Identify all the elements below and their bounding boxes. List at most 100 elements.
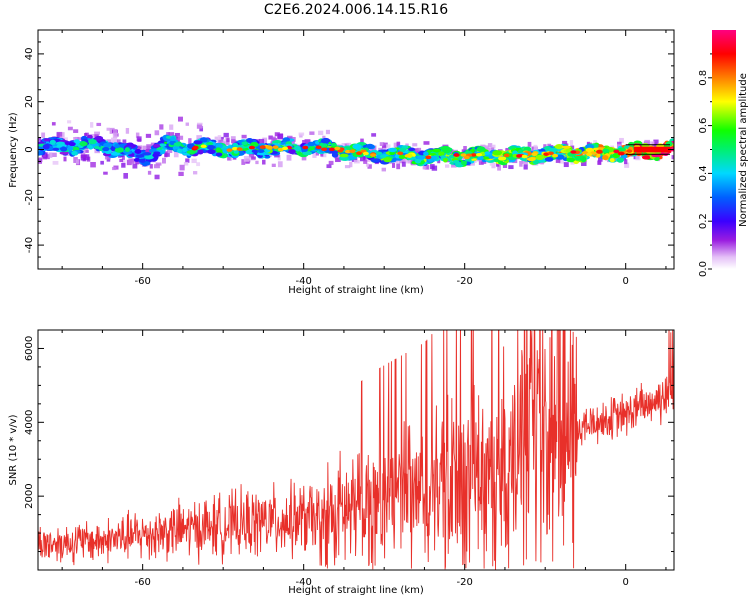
heatmap-cell	[484, 151, 491, 155]
heatmap-cell	[398, 154, 406, 160]
heatmap-cell	[561, 145, 571, 149]
chart-title: C2E6.2024.006.14.15.R16	[264, 2, 448, 18]
heatmap-cell	[191, 158, 197, 164]
heatmap-hotspot	[282, 146, 289, 151]
heatmap-cell	[320, 152, 324, 157]
heatmap-cell	[90, 133, 96, 140]
heatmap-cell	[461, 160, 468, 166]
heatmap-cell	[49, 139, 56, 145]
heatmap-cell	[142, 152, 152, 156]
heatmap-cell	[71, 150, 78, 156]
heatmap-cell	[508, 165, 514, 170]
heatmap-cell	[307, 141, 316, 147]
heatmap-cell	[271, 163, 276, 167]
heatmap-cell	[302, 140, 307, 145]
heatmap-cell	[565, 148, 572, 153]
heatmap-hotspot	[570, 150, 577, 154]
heatmap-cell	[487, 143, 493, 148]
heatmap-cell	[497, 164, 501, 171]
snr-ylabel: SNR (10 * v/v)	[8, 414, 19, 485]
heatmap-cell	[248, 154, 255, 159]
heatmap-cell	[321, 153, 327, 158]
heatmap-hotspot	[475, 152, 482, 157]
heatmap-cell	[106, 139, 112, 143]
heatmap-cell	[73, 157, 78, 163]
heatmap-cell	[94, 131, 100, 135]
heatmap-cell	[162, 157, 166, 164]
heatmap-cell	[312, 152, 317, 158]
heatmap-cell	[609, 157, 615, 163]
heatmap-cell	[103, 171, 108, 175]
heatmap-cell	[226, 139, 230, 146]
y-tick-label: 0	[24, 146, 35, 152]
colorbar-tick-label: 0.0	[698, 261, 709, 277]
heatmap-hotspot	[425, 155, 432, 160]
y-tick-label: 6000	[24, 336, 35, 361]
heatmap-cell	[485, 145, 489, 150]
heatmap-cell	[445, 164, 450, 168]
heatmap-cell	[103, 142, 113, 148]
heatmap-hotspot	[460, 153, 467, 157]
heatmap-cell	[186, 150, 196, 155]
heatmap-cell	[258, 138, 265, 144]
heatmap-hotspot	[543, 152, 550, 156]
heatmap-cell	[417, 155, 426, 160]
heatmap-cell	[84, 132, 89, 136]
heatmap-hotspot	[248, 145, 255, 150]
y-tick-label: 40	[24, 48, 35, 61]
heatmap-cell	[602, 148, 610, 153]
heatmap-cell	[123, 172, 129, 179]
heatmap-cell	[173, 151, 179, 158]
heatmap-cell	[619, 137, 624, 144]
heatmap-cell	[55, 141, 66, 145]
colorbar-tick-label: 0.8	[698, 70, 709, 86]
heatmap-cell	[519, 160, 523, 167]
heatmap-cell	[450, 164, 457, 168]
y-tick-label: 4000	[24, 410, 35, 435]
heatmap-cell	[346, 142, 352, 147]
colorbar-label: Normalized spectral amplitude	[738, 73, 749, 227]
heatmap-cell	[282, 137, 291, 143]
heatmap-cell	[602, 155, 609, 161]
heatmap-cell	[42, 144, 50, 150]
heatmap-cell	[371, 133, 377, 137]
heatmap-cell	[245, 138, 254, 143]
heatmap-cell	[298, 132, 305, 136]
heatmap-cell	[304, 139, 311, 144]
heatmap-cell	[170, 136, 176, 142]
heatmap-hotspot	[226, 148, 233, 152]
heatmap-cell	[167, 148, 173, 154]
x-tick-label: -20	[457, 276, 473, 287]
heatmap-cell	[135, 154, 145, 158]
heatmap-cell	[114, 147, 124, 153]
heatmap-cell	[469, 161, 475, 166]
heatmap-cell	[641, 155, 652, 160]
heatmap-cell	[407, 159, 414, 164]
x-tick-label: -20	[457, 577, 473, 588]
heatmap-cell	[375, 151, 383, 156]
heatmap-hotspot	[344, 149, 351, 154]
heatmap-cell	[326, 164, 332, 169]
x-tick-label: -60	[134, 276, 150, 287]
colorbar: 0.0 0.2 0.4 0.6 0.8 Normalized spectral ampl…	[698, 30, 749, 277]
heatmap-cell	[188, 138, 192, 145]
heatmap-cell	[281, 143, 288, 147]
heatmap-cell	[412, 143, 418, 147]
spectrogram-ylabel: Frequency (Hz)	[8, 112, 19, 188]
heatmap-hotspot	[404, 153, 411, 158]
heatmap-cell	[159, 143, 167, 147]
heatmap-cell	[94, 146, 101, 150]
heatmap-cell	[405, 157, 411, 164]
heatmap-cell	[399, 157, 404, 164]
heatmap-cell	[113, 129, 118, 135]
heatmap-hotspot	[334, 146, 341, 151]
heatmap-cell	[80, 154, 87, 159]
heatmap-cell	[263, 139, 267, 144]
heatmap-cell	[463, 146, 467, 151]
heatmap-cell	[196, 135, 202, 141]
heatmap-cell	[548, 147, 558, 153]
heatmap-cell	[223, 132, 229, 138]
heatmap-cell	[624, 162, 630, 168]
heatmap-cell	[412, 148, 419, 155]
heatmap-cell	[383, 157, 392, 163]
